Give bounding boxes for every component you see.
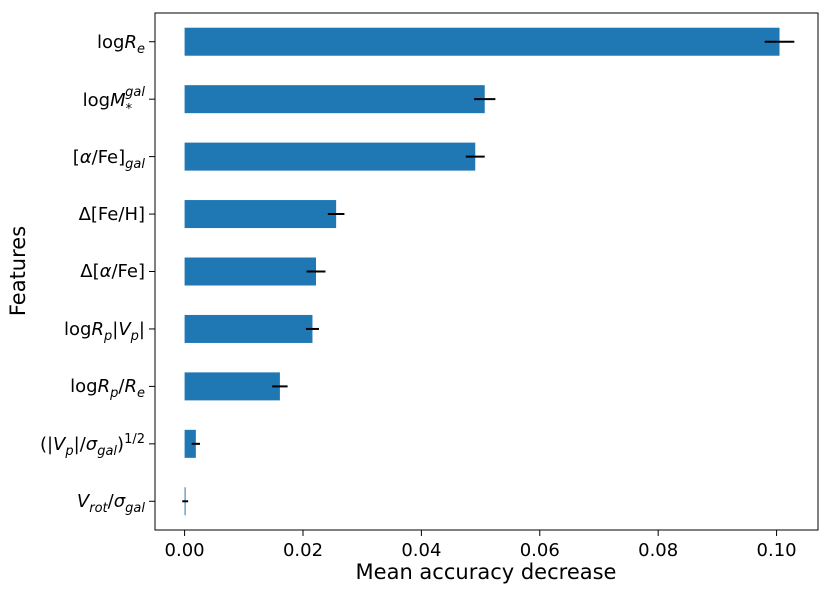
x-axis: 0.00 0.02 0.04 0.06 0.08 0.10 — [149, 41, 797, 561]
x-tick-label-1: 0.02 — [283, 540, 323, 561]
x-tick-label-0: 0.00 — [165, 540, 205, 561]
x-tick-label-5: 0.10 — [757, 540, 797, 561]
bar-1 — [184, 85, 485, 114]
y-axis-labels: logRe logM*gal [α/Fe]gal Δ[Fe/H] Δ[α/Fe]… — [40, 32, 145, 516]
bar-0 — [184, 27, 780, 56]
bar-3 — [184, 200, 337, 229]
y-tick-label-Vp-sigma-sqrt: (|Vp|/σgal)1/2 — [40, 432, 145, 459]
y-tick-label-alphaFe-gal: [α/Fe]gal — [73, 147, 146, 172]
y-tick-label-logRp-Vp: logRp|Vp| — [64, 319, 145, 344]
bar-6 — [184, 372, 280, 401]
bar-2 — [184, 142, 476, 171]
bar-5 — [184, 314, 313, 343]
x-tick-label-3: 0.06 — [520, 540, 560, 561]
x-tick-label-2: 0.04 — [401, 540, 441, 561]
y-tick-label-Vrot-sigma: Vrot/σgal — [77, 491, 145, 516]
bars-layer — [182, 27, 795, 516]
y-tick-label-delta-alphaFe: Δ[α/Fe] — [80, 261, 145, 282]
x-axis-title: Mean accuracy decrease — [356, 560, 617, 584]
y-axis-title: Features — [6, 226, 30, 316]
y-tick-label-logRe: logRe — [97, 32, 145, 57]
y-tick-label-logMstar: logM*gal — [83, 85, 146, 117]
y-tick-label-logRp-Re: logRp/Re — [70, 376, 145, 401]
bar-7 — [184, 429, 196, 458]
bar-4 — [184, 257, 317, 286]
y-tick-label-delta-FeH: Δ[Fe/H] — [79, 204, 145, 225]
x-tick-label-4: 0.08 — [638, 540, 678, 561]
